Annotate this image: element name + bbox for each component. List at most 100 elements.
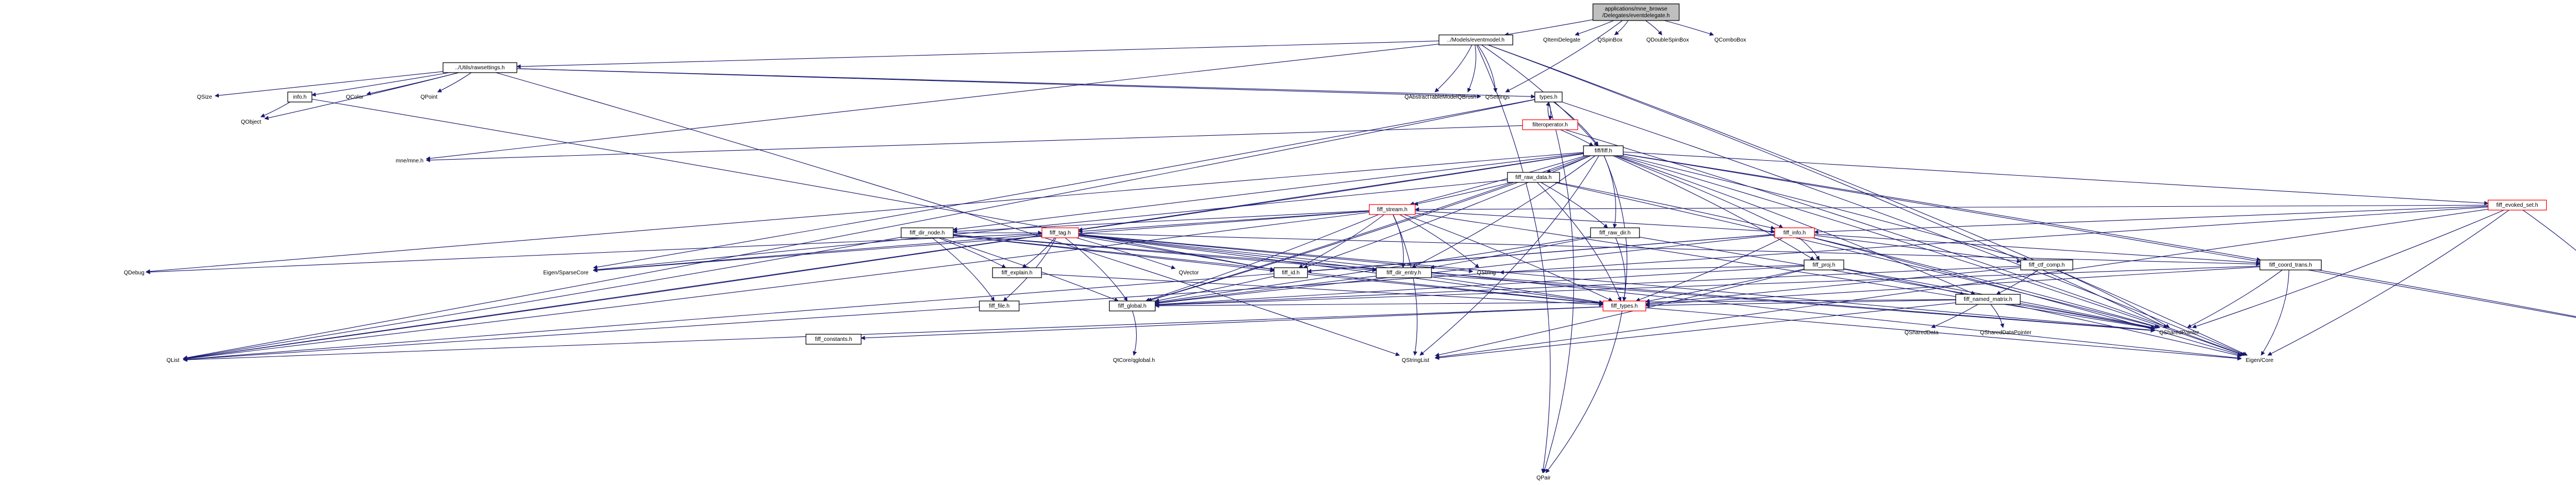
edge-filteroperator-to-mnemne bbox=[426, 125, 1523, 162]
node-fiffconstants[interactable]: fiff_constants.h bbox=[805, 334, 862, 345]
edge-fifftypes-to-qlist bbox=[183, 306, 1603, 362]
node-fiffdirentry[interactable]: fiff_dir_entry.h bbox=[1376, 267, 1432, 278]
node-info[interactable]: info.h bbox=[287, 91, 313, 103]
node-fiffstream[interactable]: fiff_stream.h bbox=[1369, 204, 1416, 215]
edge-rawsettings-to-qcolor bbox=[366, 72, 459, 96]
node-qdebug[interactable]: QDebug bbox=[124, 270, 144, 276]
edge-fiffstream-to-qlist bbox=[183, 212, 1369, 361]
node-fiffevokedset[interactable]: fiff_evoked_set.h bbox=[2487, 200, 2547, 211]
edge-fiffdirnode-to-qsharedpointer bbox=[953, 234, 2155, 333]
edge-fifftag-to-eigensparse bbox=[593, 234, 1042, 273]
node-eigencore[interactable]: Eigen/Core bbox=[2246, 358, 2273, 364]
edge-fiffinfo-to-eigencore bbox=[1812, 237, 2242, 356]
node-fifftypes[interactable]: fiff_types.h bbox=[1602, 300, 1647, 312]
node-fiffrawdir[interactable]: fiff_raw_dir.h bbox=[1590, 227, 1640, 238]
node-box-fiffexplain bbox=[992, 267, 1042, 278]
edge-fiff-to-fiffdirentry bbox=[1412, 155, 1596, 268]
node-qsize[interactable]: QSize bbox=[197, 94, 212, 100]
edge-fiff-to-qstringlist bbox=[1419, 155, 1599, 356]
edge-fiffid-to-fiffglobal bbox=[1154, 275, 1274, 303]
node-filteroperator[interactable]: filteroperator.h bbox=[1522, 119, 1578, 130]
node-label-fifffile: fiff_file.h bbox=[989, 303, 1009, 309]
node-label-fifftypes: fiff_types.h bbox=[1611, 303, 1638, 309]
edge-fifftag-to-fiffglobal bbox=[1065, 237, 1128, 302]
node-qcoreglobal[interactable]: QtCore/qglobal.h bbox=[1113, 358, 1155, 364]
node-fiffctfcomp[interactable]: fiff_ctf_comp.h bbox=[2020, 259, 2073, 270]
node-qvector[interactable]: QVector bbox=[1179, 270, 1199, 276]
node-label-eventmodel: ../Models/eventmodel.h bbox=[1447, 37, 1504, 43]
edge-rawsettings-to-qstringlist bbox=[495, 72, 1400, 356]
node-label-fiffrawdata: fiff_raw_data.h bbox=[1515, 175, 1551, 181]
edge-eventmodel-to-qsettings bbox=[1477, 44, 1497, 93]
node-qobject[interactable]: QObject bbox=[241, 119, 262, 125]
edge-fiffproj-to-qstring bbox=[1499, 265, 1805, 275]
node-eventmodel[interactable]: ../Models/eventmodel.h bbox=[1438, 34, 1514, 45]
node-fiffdirnode[interactable]: fiff_dir_node.h bbox=[901, 227, 954, 238]
node-box-fiffnamedmatrix bbox=[1955, 294, 2021, 305]
edge-root-to-qspinbox bbox=[1614, 20, 1629, 35]
edge-fiffevokedset-to-fiffinfo bbox=[1814, 206, 2488, 234]
node-fiff[interactable]: fiff/fiff.h bbox=[1583, 145, 1624, 156]
node-qpair[interactable]: QPair bbox=[1536, 475, 1551, 481]
node-qsharedpointer[interactable]: QSharedPointer bbox=[2159, 330, 2199, 336]
node-fiffrawdata[interactable]: fiff_raw_data.h bbox=[1507, 172, 1560, 183]
node-box-fifffile bbox=[979, 300, 1020, 312]
edge-fiffinfo-to-qsharedpointer bbox=[1813, 237, 2161, 329]
node-qspinbox[interactable]: QSpinBox bbox=[1597, 37, 1622, 43]
node-fiffinfo[interactable]: fiff_info.h bbox=[1774, 227, 1815, 238]
node-label-qcombobox: QComboBox bbox=[1714, 37, 1746, 43]
edge-fiff-to-fiffnamedmatrix bbox=[1616, 155, 1976, 295]
edge-fiffrawdata-to-fiffrawdir bbox=[1540, 182, 1608, 228]
edge-fiffctfcomp-to-fiffnamedmatrix bbox=[1996, 269, 2038, 295]
node-label-fiffproj: fiff_proj.h bbox=[1813, 262, 1836, 268]
node-types[interactable]: types.h bbox=[1534, 91, 1563, 103]
node-box-fiffglobal bbox=[1108, 300, 1156, 312]
node-fifffile[interactable]: fiff_file.h bbox=[979, 300, 1020, 312]
node-label-qabstracttablemodel: QAbstractTableModel bbox=[1404, 94, 1458, 100]
node-label-root: /Delegates/eventdelegate.h bbox=[1602, 13, 1670, 19]
node-fiffproj[interactable]: fiff_proj.h bbox=[1803, 259, 1844, 270]
node-box-fifftypes bbox=[1602, 300, 1647, 312]
edge-fiffnamedmatrix-to-eigencore bbox=[2010, 304, 2242, 358]
node-label-eigensparse: Eigen/SparseCore bbox=[543, 270, 589, 276]
edge-fifftag-to-fifftypes bbox=[1078, 234, 1604, 305]
edge-fiffevokedset-to-eigencore bbox=[2267, 210, 2509, 356]
node-qstringlist[interactable]: QStringList bbox=[1402, 358, 1429, 364]
node-rawsettings[interactable]: ../Utils/rawsettings.h bbox=[442, 62, 518, 73]
node-qlist[interactable]: QList bbox=[166, 358, 180, 364]
node-qcolor[interactable]: QColor bbox=[346, 94, 364, 100]
node-fiffexplain[interactable]: fiff_explain.h bbox=[992, 267, 1042, 278]
node-qitemdelegate[interactable]: QItemDelegate bbox=[1543, 37, 1581, 43]
node-qdoublespinbox[interactable]: QDoubleSpinBox bbox=[1647, 37, 1689, 43]
node-mnemne[interactable]: mne/mne.h bbox=[396, 158, 423, 164]
edge-fifftag-to-fiffexplain bbox=[1022, 237, 1055, 268]
edge-types-to-eigencore bbox=[1562, 101, 2247, 356]
node-label-fiffexplain: fiff_explain.h bbox=[1001, 270, 1033, 276]
edge-rawsettings-to-qpoint bbox=[437, 72, 472, 93]
nodes-layer: applications/mne_browse/Delegates/eventd… bbox=[124, 3, 2547, 481]
edge-types-to-qlist bbox=[183, 99, 1535, 360]
node-qstring[interactable]: QString bbox=[1477, 270, 1496, 276]
node-fiffglobal[interactable]: fiff_global.h bbox=[1108, 300, 1156, 312]
node-qshareddatapointer[interactable]: QSharedDataPointer bbox=[1980, 330, 2032, 336]
node-qsettings[interactable]: QSettings bbox=[1485, 94, 1510, 100]
node-label-fiffnamedmatrix: fiff_named_matrix.h bbox=[1964, 297, 2012, 303]
edge-fiffctfcomp-to-fifftypes bbox=[1645, 267, 2021, 306]
node-qbrush[interactable]: QBrush bbox=[1458, 94, 1476, 100]
node-label-fiff: fiff/fiff.h bbox=[1594, 148, 1612, 154]
node-fifftag[interactable]: fiff_tag.h bbox=[1041, 227, 1079, 238]
node-qcombobox[interactable]: QComboBox bbox=[1714, 37, 1746, 43]
node-qpoint[interactable]: QPoint bbox=[421, 94, 438, 100]
node-root[interactable]: applications/mne_browse/Delegates/eventd… bbox=[1592, 3, 1680, 21]
edge-root-to-qsettings bbox=[1505, 20, 1623, 93]
node-eigensparse[interactable]: Eigen/SparseCore bbox=[543, 270, 589, 276]
node-qshareddata[interactable]: QSharedData bbox=[1904, 330, 1939, 336]
edge-fiffdirnode-to-fifffile bbox=[932, 237, 995, 302]
node-label-mnemne: mne/mne.h bbox=[396, 158, 423, 164]
node-fiffcoordtrans[interactable]: fiff_coord_trans.h bbox=[2260, 259, 2322, 270]
node-qabstracttablemodel[interactable]: QAbstractTableModel bbox=[1404, 94, 1458, 100]
node-fiffnamedmatrix[interactable]: fiff_named_matrix.h bbox=[1955, 294, 2021, 305]
node-fiffid[interactable]: fiff_id.h bbox=[1274, 267, 1308, 278]
edge-fiffnamedmatrix-to-qshareddatapointer bbox=[1990, 304, 2005, 328]
